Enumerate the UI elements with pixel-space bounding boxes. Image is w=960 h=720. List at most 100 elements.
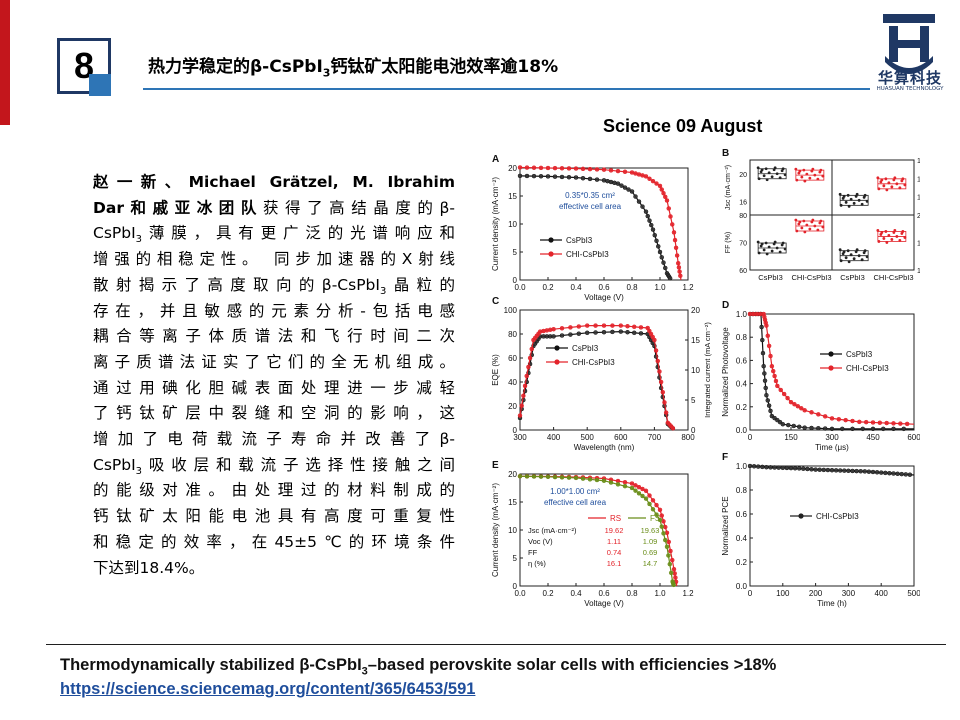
panel-D-point (792, 401, 797, 407)
panel-B-point (756, 240, 760, 244)
panel-E-point (673, 575, 678, 580)
panel-E-point (587, 477, 593, 482)
panel-A-point (668, 214, 673, 219)
y-tick-label: 20 (508, 470, 517, 479)
panel-C-point (527, 355, 533, 361)
panel-D-point (766, 403, 772, 408)
panel-F-point (796, 466, 802, 471)
panel-B-point (903, 236, 907, 239)
panel-B-point (781, 241, 785, 245)
legend-marker (554, 359, 560, 365)
panel-E-rs-value: 16.1 (607, 559, 622, 568)
panel-B-category-label: CsPbI3 (840, 273, 865, 282)
x-tick-label: 1.2 (682, 589, 694, 598)
panel-A-point (672, 237, 678, 243)
panel-B-point (803, 230, 807, 234)
panel-B-point (813, 224, 817, 228)
panel-A-point (538, 165, 544, 171)
panel-D-point (780, 421, 786, 427)
panel-D-point (840, 426, 845, 432)
paper-link[interactable]: https://science.sciencemag.org/content/3… (60, 680, 476, 698)
panel-B-point (773, 240, 777, 244)
panel-A-annotation: effective cell area (559, 202, 622, 211)
panel-F-point (907, 472, 913, 477)
panel-B-tick-label: 20 (917, 213, 920, 220)
panel-E-point (647, 501, 652, 507)
panel-F-point (878, 470, 884, 475)
panel-A-point (671, 230, 677, 235)
panel-C-point (593, 323, 598, 328)
x-axis-label: Voltage (V) (584, 599, 624, 608)
x-tick-label: 0.6 (598, 283, 610, 292)
panel-A-point (619, 183, 624, 188)
panel-C-point (601, 323, 607, 328)
panel-D-point (769, 363, 775, 369)
panel-E-point (666, 553, 671, 558)
x-tick-label: 700 (648, 433, 662, 442)
x-tick-label: 0.4 (570, 589, 582, 598)
x-tick-label: 1.0 (654, 283, 666, 292)
y-tick-label: 0.6 (736, 510, 748, 519)
y2-axis-label: Integrated current (mA cm⁻²) (703, 322, 712, 418)
panel-E-point (636, 491, 642, 496)
x-tick-label: 300 (842, 589, 856, 598)
panel-B-metric-label: Jsc (mA·cm⁻²) (725, 165, 732, 210)
panel-B-point (762, 248, 766, 252)
x-tick-label: 400 (875, 589, 889, 598)
panel-E-point (670, 557, 675, 563)
panel-E-point (647, 493, 652, 498)
panel-B-point (756, 166, 760, 170)
x-tick-label: 800 (681, 433, 695, 442)
panel-A-point (650, 227, 656, 232)
panel-B-point (893, 229, 897, 232)
panel-E-point (666, 539, 671, 545)
panel-D-point (898, 421, 903, 426)
panel-A-point (654, 181, 659, 186)
panel-B-point (846, 249, 850, 253)
panel-B-point (821, 174, 825, 178)
panel-B-point (781, 167, 785, 171)
title-underline (143, 88, 870, 90)
panel-D-point (786, 422, 791, 428)
panel-B-point (885, 241, 889, 244)
panel-B-point (895, 235, 899, 238)
panel-B-point (884, 230, 888, 233)
panel-D-point (768, 353, 773, 359)
x-axis-label: Wavelength (nm) (574, 443, 635, 452)
panel-C-legend-label: CHI-CsPbI3 (572, 358, 615, 367)
panel-B-point (798, 220, 802, 224)
panel-D-point (870, 426, 876, 432)
panel-F-point (772, 465, 777, 470)
panel-E-point (659, 513, 664, 518)
panel-E-point (622, 483, 628, 489)
panel-C-point (576, 324, 582, 329)
panel-E-row-label: FF (528, 548, 538, 557)
slide-title: 热力学稳定的β-CsPbI3钙钛矿太阳能电池效率逾18% (148, 57, 559, 80)
panel-B-point (865, 199, 869, 203)
panel-C-point (568, 325, 573, 330)
panel-D-point (768, 408, 773, 414)
panel-B-point (803, 179, 807, 183)
panel-C-point (618, 329, 624, 334)
panel-D-point (904, 421, 910, 427)
panel-D-point (836, 417, 842, 422)
panel-B-point (876, 229, 880, 232)
panel-A-point (663, 265, 668, 271)
panel-F-point (903, 472, 909, 477)
x-tick-label: 0.6 (598, 589, 610, 598)
panel-A-point (636, 199, 642, 204)
panel-A-legend-label: CsPbI3 (566, 236, 593, 245)
x-tick-label: 0.4 (570, 283, 582, 292)
y-tick-label: 0.4 (736, 534, 748, 543)
panel-D-point (773, 378, 779, 384)
panel-A-point (666, 206, 671, 211)
x-tick-label: 0 (748, 433, 753, 442)
panel-A-point (667, 276, 673, 281)
panel-B-point (800, 226, 804, 230)
panel-D-legend-label: CsPbI3 (846, 350, 873, 359)
panel-E-legend-label: FS (650, 514, 660, 523)
panel-C-point (517, 413, 523, 418)
results-figure: A 0.0 0.2 0.4 0.6 0.8 1.0 1.2 0 5 10 15 20 Voltage (V… (491, 148, 920, 608)
panel-A-point (524, 165, 530, 170)
panel-B-point (887, 181, 891, 185)
